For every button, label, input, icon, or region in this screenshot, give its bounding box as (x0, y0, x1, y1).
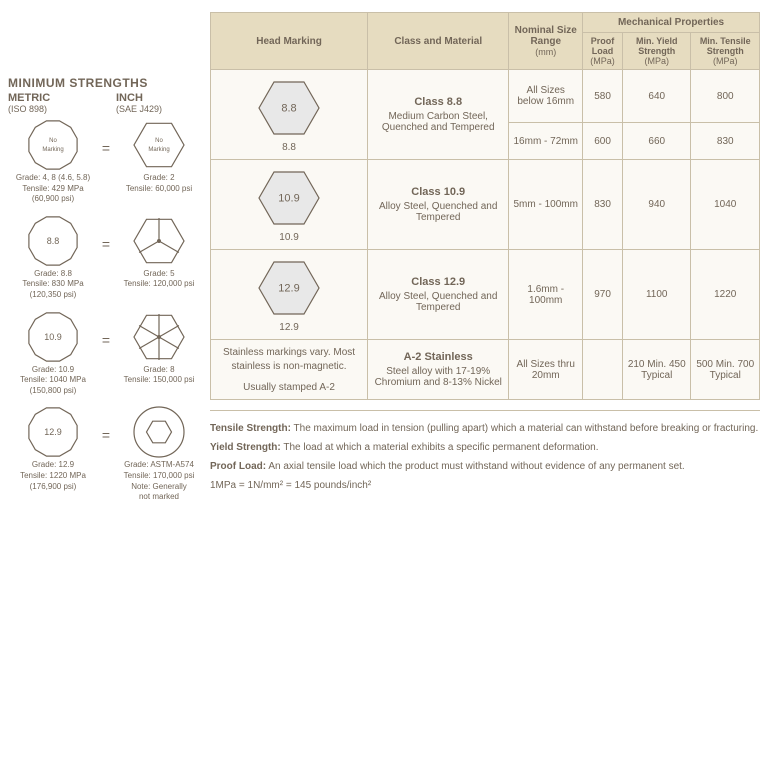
strength-pair: 8.8Grade: 8.8Tensile: 830 MPa(120,350 ps… (8, 214, 204, 300)
size-range: 16mm - 72mm (509, 123, 583, 160)
table-row: Stainless markings vary. Most stainless … (211, 340, 760, 400)
yield-strength: 1100 (623, 250, 691, 340)
metric-label: METRIC (8, 92, 96, 104)
yield-strength: 640 (623, 70, 691, 123)
tensile-strength: 500 Min. 700 Typical (691, 340, 760, 400)
th-proof: Proof Load(MPa) (583, 33, 623, 70)
head-marking-cell: 12.912.9 (211, 250, 368, 340)
svg-text:8.8: 8.8 (47, 236, 60, 246)
svg-text:Marking: Marking (148, 147, 169, 153)
proof-load (583, 340, 623, 400)
tensile-strength: 830 (691, 123, 760, 160)
svg-text:10.9: 10.9 (278, 193, 299, 205)
th-class-material: Class and Material (368, 13, 509, 70)
left-panel: MINIMUM STRENGTHS METRIC (ISO 898) INCH … (8, 12, 204, 512)
metric-std: (ISO 898) (8, 104, 96, 114)
proof-load: 830 (583, 160, 623, 250)
table-row: 8.88.8Class 8.8Medium Carbon Steel, Quen… (211, 70, 760, 123)
svg-text:12.9: 12.9 (278, 283, 299, 295)
size-range: All Sizes thru 20mm (509, 340, 583, 400)
table-row: 12.912.9Class 12.9Alloy Steel, Quenched … (211, 250, 760, 340)
right-panel: Head Marking Class and Material Nominal … (210, 12, 760, 512)
left-title: MINIMUM STRENGTHS (8, 76, 204, 90)
yield-strength: 210 Min. 450 Typical (623, 340, 691, 400)
size-range: All Sizes below 16mm (509, 70, 583, 123)
table-row: 10.910.9Class 10.9Alloy Steel, Quenched … (211, 160, 760, 250)
definitions: Tensile Strength: The maximum load in te… (210, 410, 760, 493)
inch-std: (SAE J429) (116, 104, 204, 114)
class-material-cell: Class 10.9Alloy Steel, Quenched and Temp… (368, 160, 509, 250)
head-marking-cell: 10.910.9 (211, 160, 368, 250)
class-material-cell: Class 8.8Medium Carbon Steel, Quenched a… (368, 70, 509, 160)
th-tensile: Min. Tensile Strength(MPa) (691, 33, 760, 70)
th-head-marking: Head Marking (211, 13, 368, 70)
class-material-cell: A-2 StainlessSteel alloy with 17-19% Chr… (368, 340, 509, 400)
strength-pair: 10.9Grade: 10.9Tensile: 1040 MPa(150,800… (8, 310, 204, 396)
th-mech: Mechanical Properties (583, 13, 760, 33)
size-range: 5mm - 100mm (509, 160, 583, 250)
size-range: 1.6mm - 100mm (509, 250, 583, 340)
tensile-strength: 1220 (691, 250, 760, 340)
svg-text:Marking: Marking (42, 147, 63, 153)
proof-load: 600 (583, 123, 623, 160)
class-material-cell: Class 12.9Alloy Steel, Quenched and Temp… (368, 250, 509, 340)
svg-text:No: No (155, 138, 163, 144)
strength-pair: 12.9Grade: 12.9Tensile: 1220 MPa(176,900… (8, 405, 204, 501)
strength-pair: NoMarkingGrade: 4, 8 (4.6, 5.8)Tensile: … (8, 118, 204, 204)
svg-text:10.9: 10.9 (44, 332, 62, 342)
th-yield: Min. Yield Strength(MPa) (623, 33, 691, 70)
svg-text:No: No (49, 138, 57, 144)
yield-strength: 660 (623, 123, 691, 160)
th-nominal: Nominal Size Range(mm) (509, 13, 583, 70)
spec-table: Head Marking Class and Material Nominal … (210, 12, 760, 400)
head-marking-cell: 8.88.8 (211, 70, 368, 160)
inch-label: INCH (116, 92, 204, 104)
yield-strength: 940 (623, 160, 691, 250)
svg-text:8.8: 8.8 (281, 103, 296, 115)
proof-load: 970 (583, 250, 623, 340)
tensile-strength: 1040 (691, 160, 760, 250)
proof-load: 580 (583, 70, 623, 123)
tensile-strength: 800 (691, 70, 760, 123)
head-marking-cell: Stainless markings vary. Most stainless … (211, 340, 368, 400)
svg-text:12.9: 12.9 (44, 427, 62, 437)
